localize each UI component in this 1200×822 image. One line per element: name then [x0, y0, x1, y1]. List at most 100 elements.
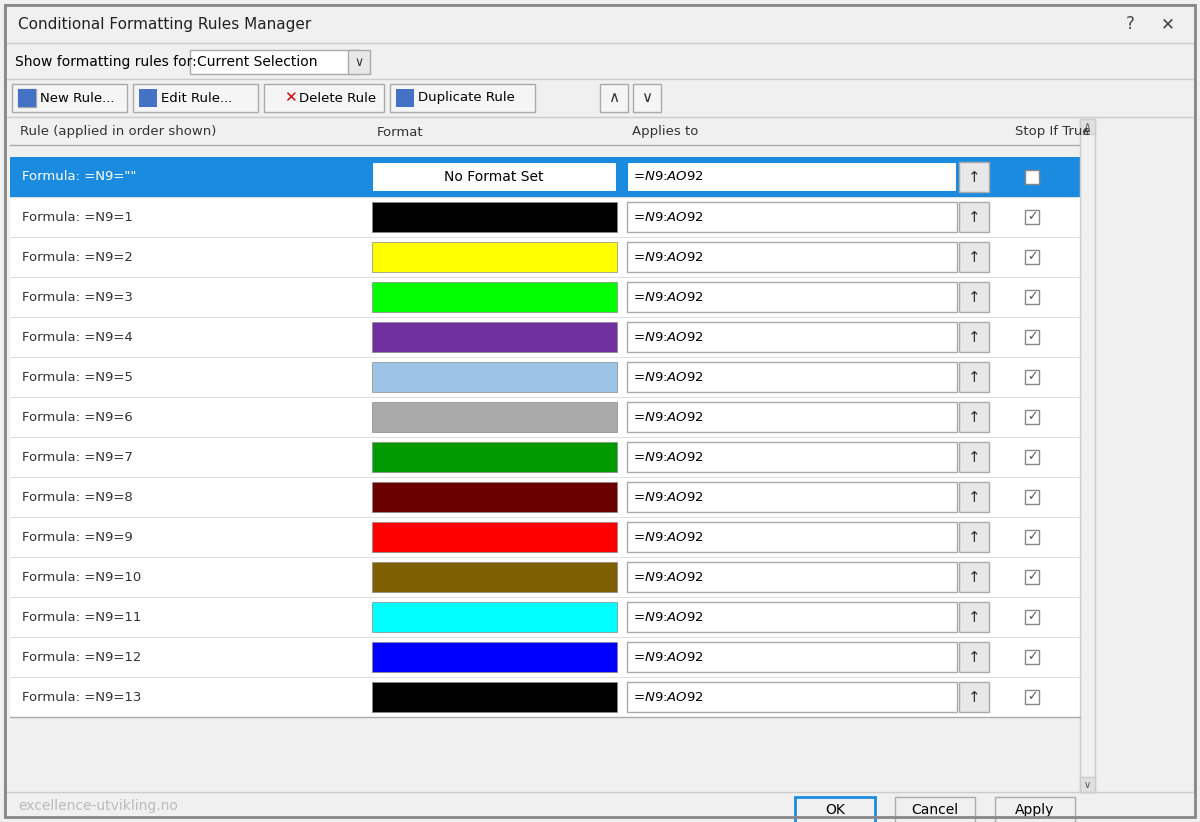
Bar — [18, 89, 36, 107]
Bar — [10, 517, 1080, 557]
Bar — [372, 202, 617, 232]
Bar — [10, 557, 1080, 597]
Text: =$N$9:$AO$92: =$N$9:$AO$92 — [634, 570, 703, 584]
Text: Formula: =N9=2: Formula: =N9=2 — [22, 251, 133, 264]
Bar — [1025, 610, 1039, 624]
Text: ✓: ✓ — [1027, 410, 1037, 423]
Text: ↑: ↑ — [967, 609, 980, 625]
Text: Format: Format — [377, 126, 424, 138]
Bar — [959, 642, 989, 672]
Bar — [628, 522, 958, 552]
Bar — [10, 677, 1080, 717]
Bar — [372, 642, 617, 672]
Text: ✓: ✓ — [1027, 251, 1037, 264]
Bar — [959, 482, 989, 512]
Text: Formula: =N9=8: Formula: =N9=8 — [22, 491, 133, 504]
Bar — [264, 84, 384, 112]
Text: Formula: =N9=3: Formula: =N9=3 — [22, 290, 133, 303]
Text: Show formatting rules for:: Show formatting rules for: — [14, 55, 197, 69]
Bar — [628, 562, 958, 592]
Bar — [1025, 690, 1039, 704]
Text: ✕: ✕ — [284, 90, 296, 105]
Text: Duplicate Rule: Duplicate Rule — [418, 91, 515, 104]
Bar — [628, 482, 958, 512]
Bar — [959, 242, 989, 272]
Text: ✓: ✓ — [1027, 210, 1037, 224]
Text: Formula: =N9=9: Formula: =N9=9 — [22, 530, 133, 543]
Bar — [10, 197, 1080, 237]
Text: Formula: =N9=11: Formula: =N9=11 — [22, 611, 142, 624]
Text: excellence-utvikling.no: excellence-utvikling.no — [18, 799, 178, 813]
Text: ↑: ↑ — [967, 169, 980, 184]
Bar — [959, 402, 989, 432]
Bar — [959, 602, 989, 632]
Text: ↑: ↑ — [967, 529, 980, 544]
Text: ✓: ✓ — [1027, 650, 1037, 663]
Bar — [959, 442, 989, 472]
Bar — [390, 84, 535, 112]
Text: OK: OK — [826, 803, 845, 817]
Bar — [1025, 250, 1039, 264]
Text: Applies to: Applies to — [632, 126, 698, 138]
Bar — [1025, 410, 1039, 424]
Bar — [1080, 777, 1096, 792]
Text: ✕: ✕ — [1162, 15, 1175, 33]
Bar — [10, 637, 1080, 677]
Bar — [10, 357, 1080, 397]
Text: ✓: ✓ — [1027, 530, 1037, 543]
Bar — [628, 242, 958, 272]
Bar — [372, 682, 617, 712]
Bar — [600, 84, 628, 112]
Text: ↑: ↑ — [967, 210, 980, 224]
Bar — [12, 84, 127, 112]
Text: ∨: ∨ — [354, 56, 364, 68]
Bar — [1025, 370, 1039, 384]
Text: =$N$9:$AO$92: =$N$9:$AO$92 — [634, 690, 703, 704]
Bar — [133, 84, 258, 112]
Text: ∨: ∨ — [642, 90, 653, 105]
Bar — [959, 282, 989, 312]
Text: ↑: ↑ — [967, 370, 980, 385]
Text: ✓: ✓ — [1027, 330, 1037, 344]
Text: Formula: =N9=5: Formula: =N9=5 — [22, 371, 133, 384]
Bar — [372, 242, 617, 272]
Text: ↑: ↑ — [967, 409, 980, 424]
Bar — [628, 202, 958, 232]
Text: ↑: ↑ — [967, 330, 980, 344]
Text: ✓: ✓ — [1027, 491, 1037, 504]
Bar — [372, 402, 617, 432]
Bar — [634, 84, 661, 112]
Bar — [628, 402, 958, 432]
Text: Formula: =N9="": Formula: =N9="" — [22, 170, 137, 183]
Bar — [1025, 490, 1039, 504]
Bar — [1025, 330, 1039, 344]
Text: Rule (applied in order shown): Rule (applied in order shown) — [20, 126, 216, 138]
Text: =$N$9:$AO$92: =$N$9:$AO$92 — [634, 650, 703, 663]
Text: ✓: ✓ — [1027, 450, 1037, 464]
Bar — [372, 442, 617, 472]
Bar — [959, 322, 989, 352]
Text: ↑: ↑ — [967, 690, 980, 704]
Bar — [10, 597, 1080, 637]
Bar — [959, 202, 989, 232]
Text: ✓: ✓ — [1027, 611, 1037, 624]
Bar — [5, 792, 1195, 817]
Text: =$N$9:$AO$92: =$N$9:$AO$92 — [634, 251, 703, 264]
Text: ↑: ↑ — [967, 570, 980, 584]
Bar — [959, 682, 989, 712]
Bar — [1025, 530, 1039, 544]
Bar — [372, 282, 617, 312]
Text: New Rule...: New Rule... — [40, 91, 114, 104]
Text: =$N$9:$AO$92: =$N$9:$AO$92 — [634, 611, 703, 624]
Text: ↑: ↑ — [967, 289, 980, 304]
Bar — [796, 797, 875, 822]
Bar — [372, 322, 617, 352]
Bar — [1080, 119, 1096, 134]
Text: Formula: =N9=1: Formula: =N9=1 — [22, 210, 133, 224]
Text: =$N$9:$AO$92: =$N$9:$AO$92 — [634, 170, 703, 183]
Text: =$N$9:$AO$92: =$N$9:$AO$92 — [634, 450, 703, 464]
Text: ✓: ✓ — [1027, 170, 1037, 183]
Text: =$N$9:$AO$92: =$N$9:$AO$92 — [634, 491, 703, 504]
Text: =$N$9:$AO$92: =$N$9:$AO$92 — [634, 410, 703, 423]
Text: Formula: =N9=13: Formula: =N9=13 — [22, 690, 142, 704]
